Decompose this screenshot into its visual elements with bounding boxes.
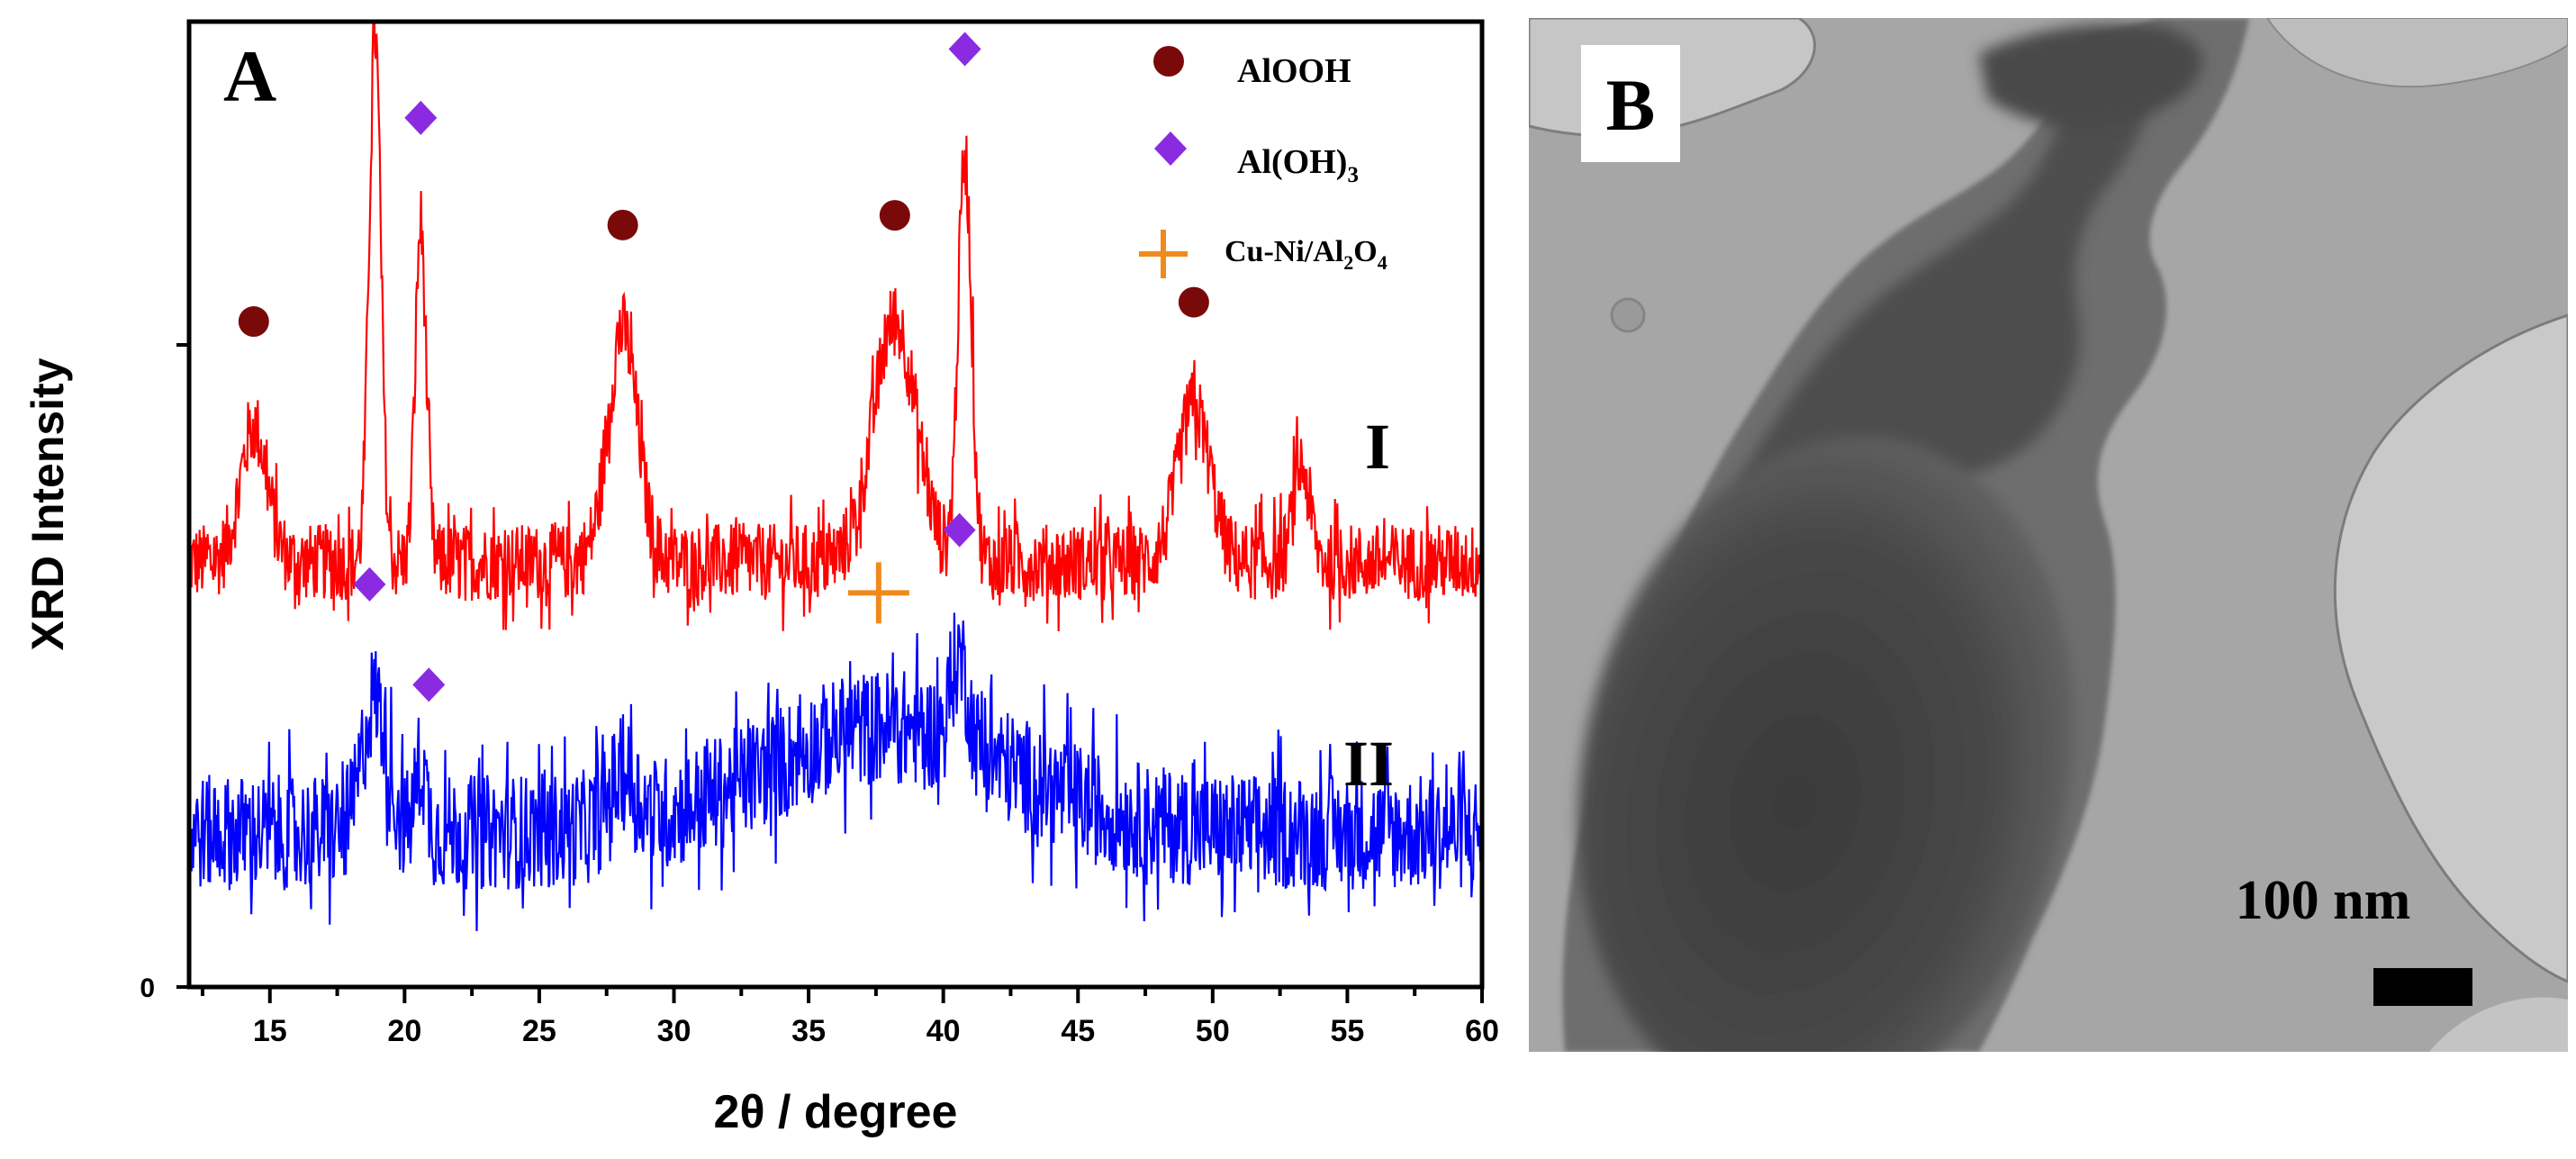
curve-label-i: I xyxy=(1365,411,1390,483)
peak-marker-circle xyxy=(1178,286,1209,318)
legend: AlOOH Al(OH)3 Cu-Ni/Al2O4 xyxy=(1139,46,1387,278)
legend-cuni-marker xyxy=(1139,230,1188,278)
peak-marker-circle xyxy=(238,306,269,338)
legend-aloh3-label: Al(OH)3 xyxy=(1237,143,1359,187)
x-tick-label: 50 xyxy=(1196,1014,1230,1048)
x-tick-label: 45 xyxy=(1061,1014,1095,1048)
legend-cuni-text: Cu-Ni/Al xyxy=(1225,235,1343,268)
tem-particle-upper xyxy=(1736,36,2159,522)
y-tick-label-zero: 0 xyxy=(140,973,155,1003)
tem-micrograph: B 100 nm xyxy=(1529,18,2568,1052)
x-tick-label: 60 xyxy=(1465,1014,1499,1048)
peak-marker-diamond xyxy=(353,566,386,602)
plot-frame xyxy=(186,19,1485,990)
x-tick-label: 55 xyxy=(1331,1014,1365,1048)
peak-marker-diamond xyxy=(404,100,438,135)
legend-cuni-text2: O xyxy=(1353,235,1377,268)
legend-alooh-label: AlOOH xyxy=(1237,52,1351,90)
legend-cuni-sub2: 4 xyxy=(1378,251,1387,274)
series-II-line xyxy=(189,612,1482,931)
legend-aloh3-marker xyxy=(1154,131,1187,166)
legend-aloh3-text: Al(OH) xyxy=(1237,143,1347,181)
tem-small-dot xyxy=(1610,297,1646,333)
panel-a-label: A xyxy=(223,35,276,117)
panel-b-label-box xyxy=(1581,45,1680,162)
x-tick-label: 30 xyxy=(657,1014,691,1048)
peak-marker-circle xyxy=(607,209,638,240)
tem-carbon-hole-top-right xyxy=(2265,18,2568,88)
series-I-line xyxy=(189,22,1482,632)
peak-marker-diamond xyxy=(948,32,981,67)
scale-bar-label: 100 nm xyxy=(2236,870,2411,931)
tem-image: B 100 nm xyxy=(1529,18,2568,1052)
scale-bar xyxy=(2373,968,2472,1006)
panel-b-label: B xyxy=(1606,64,1656,146)
tem-carbon-hole-bottom-right xyxy=(2429,997,2568,1052)
x-tick-label: 20 xyxy=(387,1014,421,1048)
x-axis-label: 2θ / degree xyxy=(714,1086,958,1138)
peak-marker-circle xyxy=(879,200,910,231)
tem-particle-top-fragment xyxy=(1979,23,2202,129)
legend-aloh3-sub: 3 xyxy=(1347,163,1359,187)
x-tick-label: 15 xyxy=(253,1014,287,1048)
x-tick-label: 35 xyxy=(791,1014,826,1048)
legend-cuni-label: Cu-Ni/Al2O4 xyxy=(1225,235,1387,274)
y-axis-label: XRD Intensity xyxy=(23,358,73,650)
legend-alooh-marker xyxy=(1153,46,1184,77)
tem-carbon-hole-right xyxy=(2333,313,2568,983)
curve-label-ii: II xyxy=(1343,728,1394,800)
legend-cuni-sub: 2 xyxy=(1343,251,1353,274)
x-tick-label: 25 xyxy=(522,1014,556,1048)
xrd-chart: 15 20 25 30 35 40 45 50 55 60 0 XRD Intensity 2θ … xyxy=(23,19,1499,1138)
x-tick-label: 40 xyxy=(926,1014,961,1048)
tem-particle-core xyxy=(1577,436,2074,1052)
peak-marker-diamond xyxy=(943,512,976,548)
peak-marker-diamond xyxy=(412,667,446,702)
peak-marker-cross xyxy=(847,562,909,624)
